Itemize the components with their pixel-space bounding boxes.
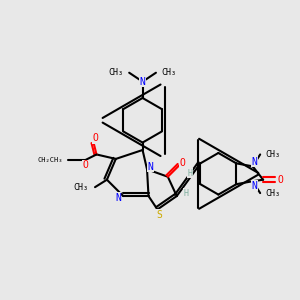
Text: S: S (156, 210, 162, 220)
Text: N: N (148, 162, 154, 172)
Text: N: N (115, 193, 121, 203)
Text: N: N (251, 157, 257, 167)
Text: CH₃: CH₃ (161, 68, 176, 77)
Text: O: O (82, 160, 88, 170)
Text: CH₂CH₃: CH₂CH₃ (38, 158, 63, 164)
Text: O: O (92, 133, 98, 143)
Text: CH₃: CH₃ (74, 183, 88, 192)
Text: CH₃: CH₃ (266, 189, 280, 198)
Text: N: N (140, 76, 146, 87)
Text: N: N (251, 181, 257, 191)
Text: H: H (188, 169, 193, 178)
Text: O: O (278, 175, 283, 185)
Text: H: H (183, 189, 188, 198)
Text: CH₃: CH₃ (109, 68, 124, 77)
Text: O: O (180, 158, 186, 168)
Text: CH₃: CH₃ (266, 150, 280, 159)
